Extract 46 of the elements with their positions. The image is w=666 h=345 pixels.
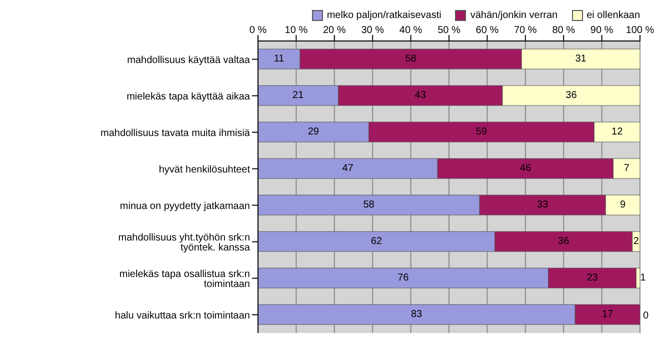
data-label: 58 — [405, 54, 417, 65]
data-label: 23 — [586, 272, 598, 284]
data-label: 43 — [414, 90, 426, 102]
data-label: 0 — [643, 310, 649, 322]
x-tick-label: 90 % — [590, 25, 614, 36]
data-label: 36 — [566, 90, 578, 102]
data-label: 58 — [363, 200, 375, 211]
x-tick-label: 20 % — [323, 25, 346, 36]
x-tick-label: 70 % — [514, 25, 537, 36]
data-label: 9 — [620, 200, 626, 211]
x-tick-label: 0 % — [249, 25, 267, 36]
data-label: 11 — [274, 54, 285, 65]
y-tick-label: mahdollisuus käyttää valtaa — [127, 54, 250, 66]
data-label: 83 — [410, 309, 423, 320]
data-label: 62 — [370, 236, 382, 248]
legend-label: ei ollenkaan — [586, 10, 640, 21]
data-label: 2 — [633, 236, 640, 248]
data-label: 17 — [602, 309, 614, 320]
x-tick-label: 30 % — [361, 25, 384, 36]
y-tick-label: mahdollisuus yht.työhön srk:n työntek. kanssa — [118, 232, 250, 254]
data-label: 21 — [292, 90, 304, 102]
x-tick-label: 50 % — [438, 25, 461, 36]
y-tick-label: halu vaikuttaa srk:n toimintaan — [114, 310, 250, 322]
y-tick-label: hyvät henkilösuhteet — [158, 164, 250, 176]
y-tick-label: mahdollisuus tavata muita ihmisiä — [100, 128, 250, 139]
x-tick-label: 40 % — [399, 25, 422, 36]
x-tick-label: 10 % — [284, 25, 308, 36]
legend-label: vähän/jonkin verran — [469, 10, 558, 21]
data-label: 46 — [520, 163, 532, 174]
x-tick-label: 60 % — [476, 25, 499, 36]
y-tick-label: minua on pyydetty jatkamaan — [120, 200, 250, 212]
data-label: 7 — [624, 163, 630, 174]
x-tick-label: 80 % — [552, 25, 576, 36]
data-label: 33 — [537, 200, 549, 211]
data-label: 1 — [640, 272, 646, 284]
legend-label: melko paljon/ratkaisevasti — [326, 10, 442, 21]
data-label: 76 — [398, 272, 410, 284]
data-label: 47 — [342, 163, 354, 174]
data-label: 12 — [612, 126, 624, 138]
data-label: 59 — [476, 126, 488, 138]
y-tick-label: mielekäs tapa osallistua srk:n toimintaan — [119, 268, 250, 290]
data-label: 29 — [308, 126, 320, 138]
data-label: 36 — [558, 236, 570, 248]
y-tick-label: mielekäs tapa käyttää aikaa — [126, 91, 250, 102]
x-tick-label: 100 % — [626, 25, 654, 36]
data-label: 31 — [575, 54, 587, 65]
